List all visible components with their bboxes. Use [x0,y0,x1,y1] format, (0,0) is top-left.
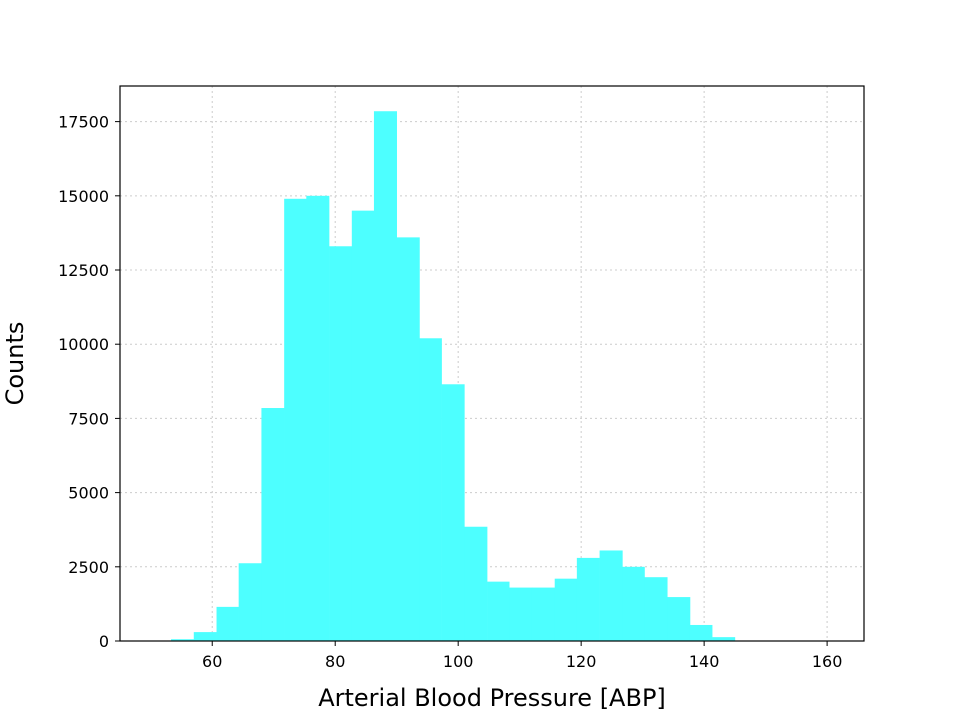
y-tick-label: 2500 [68,558,109,577]
histogram-bar [644,577,668,641]
histogram-bar [284,198,307,641]
y-axis-label: Counts [1,322,29,406]
histogram-bar [306,195,330,641]
histogram-bar [554,578,578,641]
histogram-bar [216,606,239,641]
histogram-bar [329,246,353,641]
histogram-bar [531,587,556,641]
x-tick-label: 160 [812,652,843,671]
y-tick-label: 12500 [58,261,109,280]
histogram-bar [599,550,623,641]
ticks-layer: 60 80 100 120 140 160 0 2500 5000 7500 10000 12500 1… [58,113,842,671]
x-tick-label: 80 [325,652,345,671]
y-tick-label: 5000 [68,484,109,503]
plot-frame [119,85,865,642]
histogram-bar [373,111,397,641]
histogram-bar [509,587,533,641]
histogram-bar [487,581,510,641]
histogram-bar [396,237,420,641]
histogram-bar [351,210,375,641]
y-tick-label: 7500 [68,409,109,428]
grid-layer [120,86,864,642]
histogram-bar [441,384,465,641]
histogram-bar [464,526,488,641]
histogram-bar [689,624,713,641]
histogram-bar [261,408,285,641]
x-axis-label: Arterial Blood Pressure [ABP] [318,684,666,712]
x-tick-label: 140 [689,652,720,671]
y-tick-label: 15000 [58,187,109,206]
x-tick-label: 60 [202,652,222,671]
histogram-bar [622,566,645,641]
histogram-bar [193,632,217,641]
histogram-bar [667,597,691,641]
y-tick-label: 10000 [58,335,109,354]
histogram-bar [171,639,195,641]
x-tick-label: 120 [566,652,597,671]
y-tick-label: 0 [99,632,109,651]
y-tick-label: 17500 [58,113,109,132]
histogram-bar [238,563,262,641]
histogram-bar [419,338,442,641]
histogram-bar [576,557,600,641]
histogram-bar [712,637,736,641]
x-tick-label: 100 [443,652,474,671]
bars-layer [171,111,736,641]
